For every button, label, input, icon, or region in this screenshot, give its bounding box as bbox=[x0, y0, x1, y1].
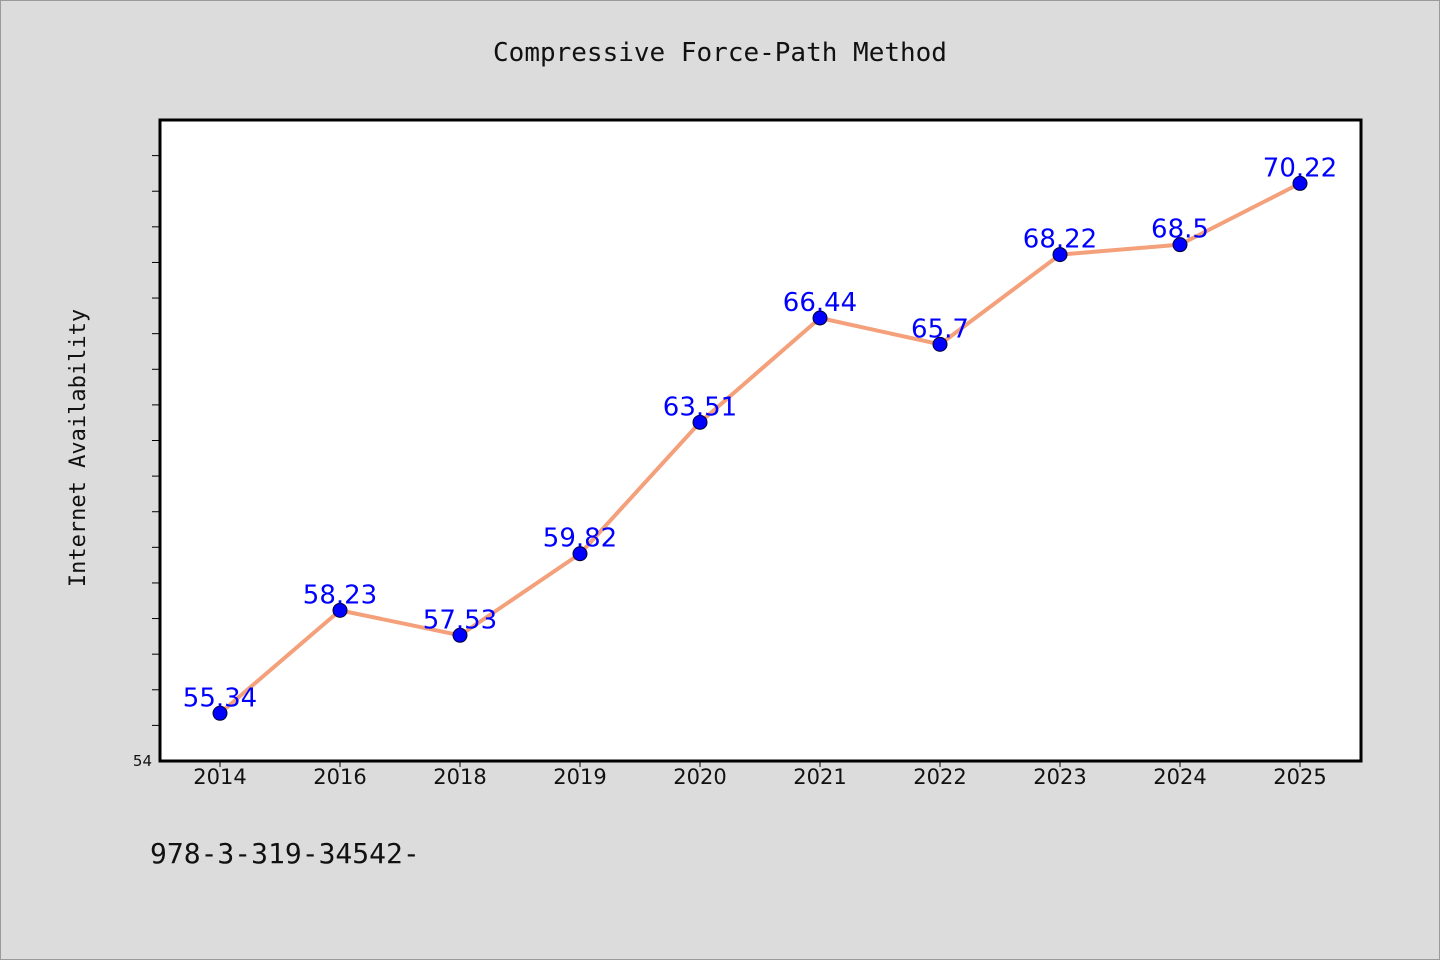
footnote-text: 978-3-319-34542- bbox=[150, 837, 420, 870]
x-tick-label: 2014 bbox=[193, 765, 246, 789]
data-label: 55.34 bbox=[183, 683, 257, 713]
y-tick-label: 54 bbox=[133, 752, 152, 770]
data-point bbox=[452, 627, 468, 643]
y-axis-label: Internet Availability bbox=[66, 309, 91, 587]
data-point bbox=[1052, 247, 1068, 263]
data-label: 68.5 bbox=[1151, 215, 1209, 245]
data-markers bbox=[212, 175, 1308, 721]
data-point bbox=[332, 602, 348, 618]
data-label: 70.22 bbox=[1263, 153, 1337, 183]
data-label: 59.82 bbox=[543, 524, 617, 554]
data-point bbox=[692, 414, 708, 430]
data-label: 65.7 bbox=[911, 314, 969, 344]
data-point bbox=[932, 336, 948, 352]
data-point bbox=[812, 310, 828, 326]
data-point bbox=[1292, 175, 1308, 191]
x-tick-label: 2019 bbox=[553, 765, 606, 789]
data-label: 63.51 bbox=[663, 392, 737, 422]
data-label: 66.44 bbox=[783, 288, 857, 318]
chart-title: Compressive Force-Path Method bbox=[493, 38, 947, 68]
plot-area bbox=[158, 118, 1363, 763]
x-tick-label: 2016 bbox=[313, 765, 366, 789]
series-line bbox=[218, 181, 1301, 715]
data-label: 68.22 bbox=[1023, 225, 1097, 255]
data-label: 58.23 bbox=[303, 580, 377, 610]
data-point bbox=[1172, 237, 1188, 253]
data-point bbox=[572, 546, 588, 562]
x-tick-label: 2023 bbox=[1033, 765, 1086, 789]
data-labels: 55.34 58.23 57.53 59.82 63.51 66.44 65.7 68.22 6… bbox=[183, 153, 1337, 713]
x-tick-label: 2018 bbox=[433, 765, 486, 789]
x-tick-label: 2022 bbox=[913, 765, 966, 789]
x-tick-label: 2020 bbox=[673, 765, 726, 789]
data-point bbox=[212, 705, 228, 721]
x-axis-ticks: 2014 2016 2018 2019 2020 2021 2022 2023 2024 2025 bbox=[193, 761, 1327, 789]
x-tick-label: 2021 bbox=[793, 765, 846, 789]
x-tick-label: 2025 bbox=[1273, 765, 1326, 789]
x-tick-label: 2024 bbox=[1153, 765, 1206, 789]
data-label: 57.53 bbox=[423, 605, 497, 635]
series-lines bbox=[218, 181, 1301, 715]
y-axis-ticks: 54 bbox=[133, 155, 160, 770]
